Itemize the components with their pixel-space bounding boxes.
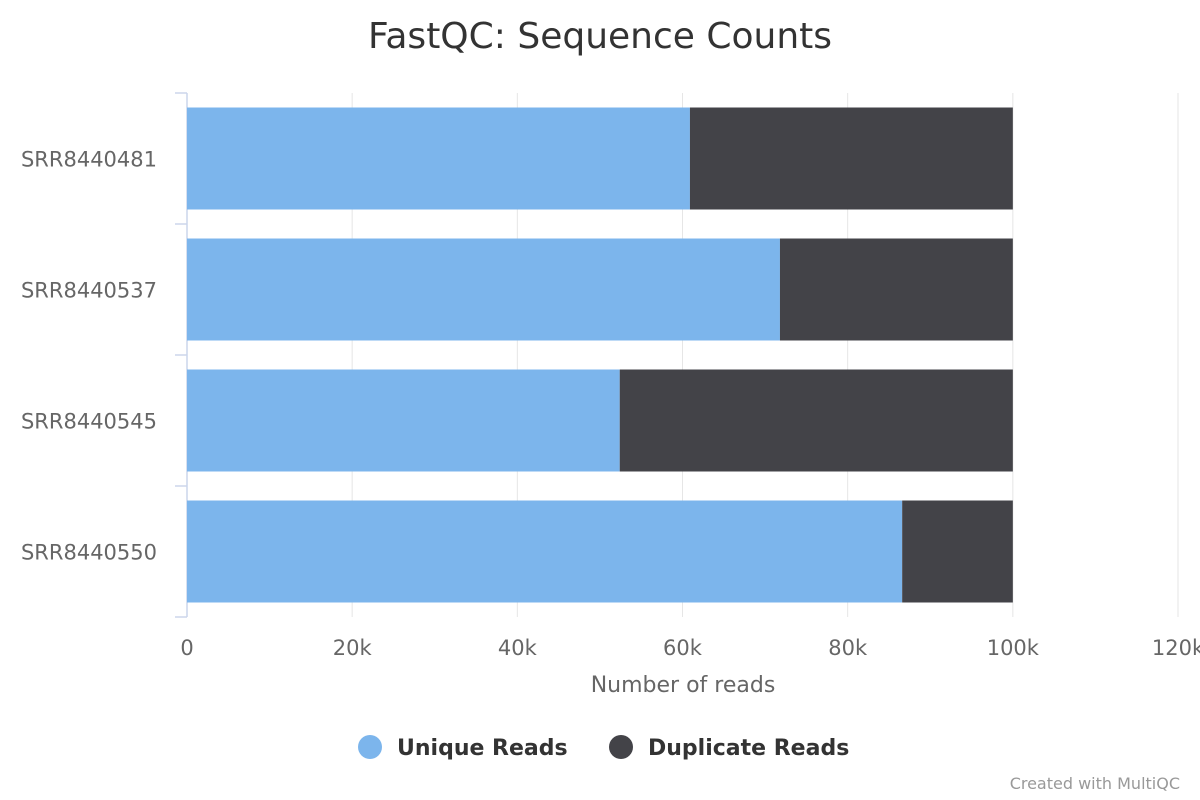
x-tick-label: 120k [1152, 636, 1200, 660]
category-labels: SRR8440481 SRR8440537 SRR8440545 SRR8440550 [21, 148, 157, 565]
bar [902, 500, 1013, 603]
bar [619, 369, 1013, 472]
x-tick-labels: 0 20k 40k 60k 80k 100k 120k [180, 636, 1200, 660]
bar [689, 107, 1013, 210]
x-axis-title: Number of reads [591, 673, 776, 698]
legend-item[interactable]: Unique Reads [358, 735, 568, 761]
legend-label: Unique Reads [397, 736, 568, 761]
x-tick-label: 40k [498, 636, 538, 660]
bar [187, 500, 903, 603]
category-label: SRR8440545 [21, 410, 157, 434]
x-tick-label: 20k [333, 636, 373, 660]
legend-item[interactable]: Duplicate Reads [609, 735, 849, 761]
legend-marker [358, 735, 382, 759]
credit-text[interactable]: Created with MultiQC [1010, 774, 1180, 793]
category-label: SRR8440537 [21, 279, 157, 303]
legend-marker [609, 735, 633, 759]
category-label: SRR8440550 [21, 541, 157, 565]
x-tick-label: 80k [828, 636, 868, 660]
legend[interactable]: Unique Reads Duplicate Reads [358, 735, 849, 761]
bar [187, 369, 620, 472]
bars [187, 107, 1013, 603]
bar [187, 107, 690, 210]
category-label: SRR8440481 [21, 148, 157, 172]
x-tick-label: 0 [180, 636, 193, 660]
chart-title: FastQC: Sequence Counts [368, 16, 832, 57]
x-tick-label: 100k [987, 636, 1040, 660]
bar [187, 238, 780, 341]
legend-label: Duplicate Reads [648, 736, 849, 761]
y-axis [175, 92, 188, 618]
x-tick-label: 60k [663, 636, 703, 660]
bar [779, 238, 1013, 341]
